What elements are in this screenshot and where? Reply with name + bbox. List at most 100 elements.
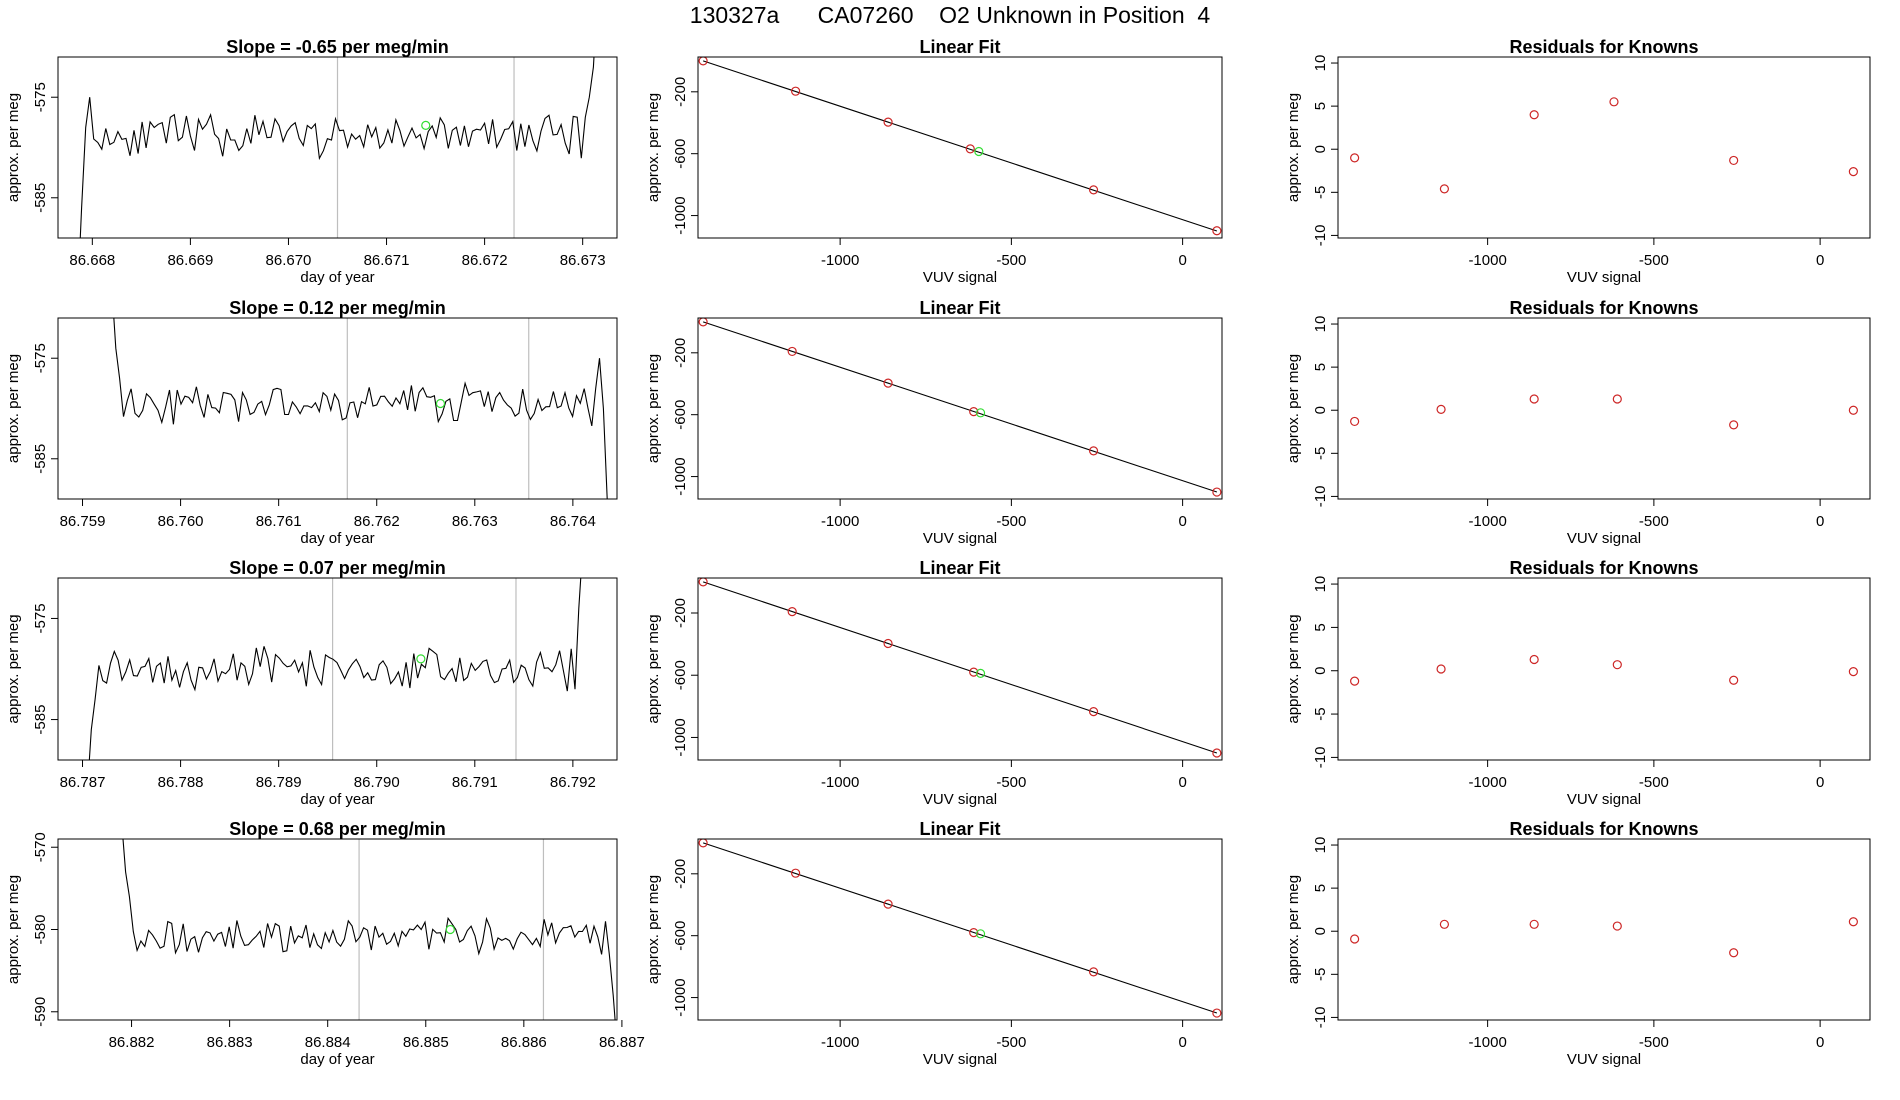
x-tick-label: -500 xyxy=(1639,513,1669,530)
plot-frame xyxy=(1337,56,1871,239)
plot-frame xyxy=(697,577,1223,761)
x-tick-label: -1000 xyxy=(821,252,859,269)
y-tick-label: -5 xyxy=(1312,447,1329,460)
x-tick-label: -1000 xyxy=(821,513,859,530)
residual-point xyxy=(1729,675,1739,685)
unknown-mean-point xyxy=(416,654,426,664)
y-axis-label: approx. per meg xyxy=(1285,93,1302,202)
x-axis-label: VUV signal xyxy=(923,530,997,547)
known-point xyxy=(787,606,797,617)
x-tick-label: -1000 xyxy=(1468,774,1506,791)
known-point xyxy=(1088,185,1099,195)
x-axis-label: VUV signal xyxy=(1567,269,1641,286)
unknown-point xyxy=(974,146,984,157)
known-point xyxy=(698,318,708,327)
residual-point xyxy=(1729,420,1739,430)
x-axis-label: VUV signal xyxy=(923,269,997,286)
y-tick-label: 5 xyxy=(1312,623,1329,631)
x-tick-label: -500 xyxy=(996,513,1026,530)
y-tick-label: -200 xyxy=(672,77,689,107)
plot-title: Slope = 0.68 per meg/min xyxy=(229,819,446,839)
residual-point xyxy=(1350,934,1360,944)
plot-area xyxy=(122,839,616,1020)
known-point xyxy=(1212,748,1222,758)
x-tick-label: -1000 xyxy=(1468,252,1506,269)
known-point xyxy=(698,839,708,848)
y-tick-label: -10 xyxy=(1312,1007,1329,1029)
known-point xyxy=(969,406,979,417)
y-tick-label: -580 xyxy=(32,914,49,944)
plot-title: Slope = 0.12 per meg/min xyxy=(229,298,446,318)
known-point xyxy=(1212,1008,1222,1018)
known-point xyxy=(1212,487,1222,497)
known-point xyxy=(698,578,708,587)
x-tick-label: 86.884 xyxy=(305,1034,351,1051)
known-point xyxy=(791,868,801,878)
known-point xyxy=(883,638,893,649)
fit-line xyxy=(702,321,1218,493)
y-tick-label: -1000 xyxy=(672,196,689,234)
x-tick-label: 86.760 xyxy=(158,513,204,530)
y-tick-label: -200 xyxy=(672,859,689,889)
y-axis-label: approx. per meg xyxy=(5,93,22,202)
unknown-point xyxy=(975,668,986,678)
residual-point xyxy=(1848,405,1858,415)
plot-area xyxy=(79,57,595,238)
plot-frame xyxy=(697,317,1223,500)
y-tick-label: -10 xyxy=(1312,486,1329,508)
plot-area xyxy=(1350,394,1858,430)
residual-point xyxy=(1612,394,1622,404)
residual-point xyxy=(1848,666,1858,677)
residual-point xyxy=(1848,917,1858,927)
unknown-point xyxy=(975,408,986,418)
known-point xyxy=(883,899,893,909)
residual-point xyxy=(1529,110,1539,120)
plot-title: Linear Fit xyxy=(919,37,1000,57)
panel-residuals-4: Residuals for Knowns -1000 -500 0 10 5 0 -5 -10 V… xyxy=(1285,819,1871,1068)
x-axis-label: VUV signal xyxy=(1567,530,1641,547)
x-tick-label: -500 xyxy=(1639,252,1669,269)
y-axis-label: approx. per meg xyxy=(1285,614,1302,723)
x-tick-label: 86.882 xyxy=(109,1034,155,1051)
x-tick-label: 86.672 xyxy=(462,252,508,269)
x-tick-label: 86.764 xyxy=(550,513,596,530)
panel-residuals-1: Residuals for Knowns -1000 -500 0 10 5 0 -5 -10 V… xyxy=(1285,37,1871,286)
panel-residuals-2: Residuals for Knowns -1000 -500 0 10 5 0 -5 -10 V… xyxy=(1285,298,1871,547)
known-point xyxy=(787,346,797,357)
y-tick-label: 10 xyxy=(1312,316,1329,333)
x-tick-label: 0 xyxy=(1178,1034,1186,1051)
y-tick-label: -585 xyxy=(32,183,49,213)
y-tick-label: -570 xyxy=(32,832,49,862)
y-axis-label: approx. per meg xyxy=(645,93,662,202)
x-axis-label: day of year xyxy=(300,791,374,808)
plot-frame xyxy=(697,56,1223,239)
plot-area xyxy=(113,318,608,499)
x-tick-label: -500 xyxy=(996,774,1026,791)
y-axis-label: approx. per meg xyxy=(1285,354,1302,463)
plot-title: Linear Fit xyxy=(919,819,1000,839)
plot-area xyxy=(1350,917,1858,958)
x-tick-label: 0 xyxy=(1178,513,1186,530)
signal-trace xyxy=(79,57,595,238)
plot-title: Linear Fit xyxy=(919,298,1000,318)
residual-point xyxy=(1439,184,1450,194)
y-tick-label: 10 xyxy=(1312,837,1329,854)
y-tick-label: -575 xyxy=(32,82,49,112)
fit-line xyxy=(702,842,1218,1014)
residual-point xyxy=(1612,921,1622,931)
y-tick-label: -575 xyxy=(32,603,49,633)
y-axis-label: approx. per meg xyxy=(645,875,662,984)
x-tick-label: -1000 xyxy=(1468,513,1506,530)
residual-point xyxy=(1439,919,1450,929)
panel-timeseries-4: Slope = 0.68 per meg/min 86.882 86.883 86.8… xyxy=(5,819,645,1068)
signal-trace xyxy=(122,839,616,1020)
x-tick-label: -500 xyxy=(1639,774,1669,791)
plot-frame xyxy=(1337,317,1871,500)
signal-trace xyxy=(88,578,582,760)
x-axis-label: VUV signal xyxy=(923,1051,997,1068)
x-tick-label: 86.887 xyxy=(599,1034,645,1051)
panel-timeseries-2: Slope = 0.12 per meg/min 86.759 86.760 86.7… xyxy=(5,298,618,547)
signal-trace xyxy=(113,318,608,499)
y-tick-label: 10 xyxy=(1312,55,1329,72)
